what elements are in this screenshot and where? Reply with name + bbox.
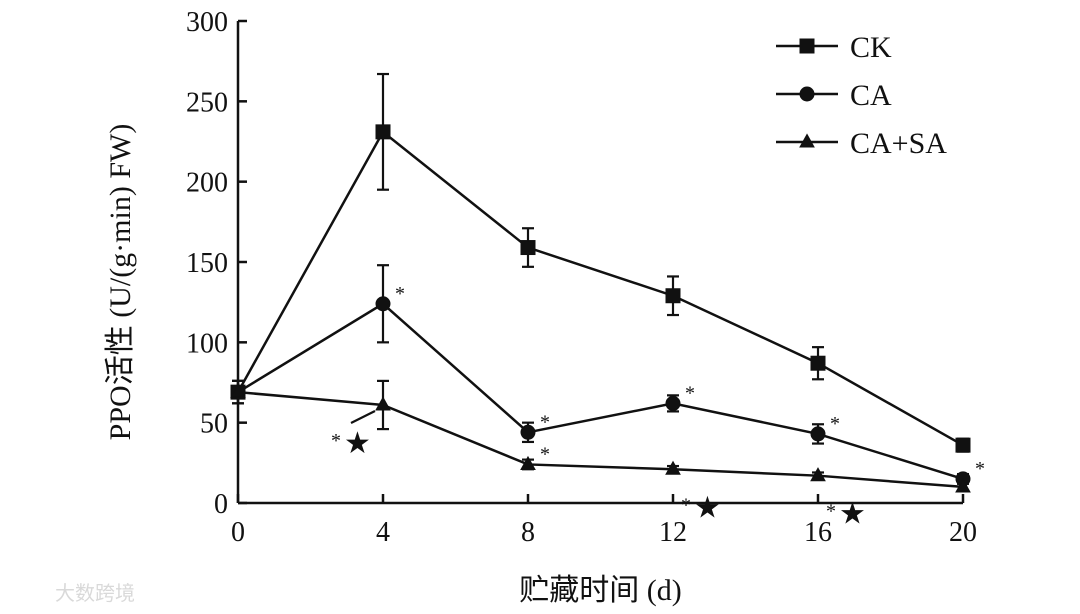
- significance-asterisk: *: [395, 283, 405, 305]
- series-ca-sa: [230, 379, 971, 493]
- legend-item: CK: [776, 31, 892, 64]
- x-tick-label: 16: [804, 517, 832, 548]
- triangle-marker: [955, 478, 971, 493]
- x-axis-title: 贮藏时间 (d): [519, 574, 681, 607]
- square-marker: [799, 38, 815, 54]
- triangle-marker: [375, 396, 391, 411]
- series-line: [237, 302, 964, 481]
- circle-marker: [799, 86, 815, 102]
- significance-asterisk: *: [830, 413, 840, 435]
- circle-marker: [810, 426, 826, 442]
- x-tick-label: 12: [659, 517, 687, 548]
- y-tick-label: 50: [200, 409, 228, 440]
- significance-star: * ★: [681, 491, 721, 524]
- legend-label: CA: [850, 79, 892, 112]
- x-tick-label: 8: [521, 517, 535, 548]
- series-ca: [230, 264, 971, 487]
- significance-asterisk: *: [540, 411, 550, 433]
- series-line: [236, 129, 964, 447]
- annotations: * * * * * * ★ * * ★ * ★: [331, 283, 985, 531]
- x-tick-label: 0: [231, 517, 245, 548]
- triangle-marker: [799, 133, 815, 148]
- legend-label: CK: [850, 31, 892, 64]
- square-marker: [810, 355, 826, 371]
- triangle-marker: [520, 455, 536, 470]
- y-tick-label: 250: [186, 87, 228, 118]
- y-tick-label: 200: [186, 168, 228, 199]
- significance-asterisk: *: [975, 458, 985, 480]
- circle-marker: [375, 296, 391, 312]
- y-tick-label: 150: [186, 248, 228, 279]
- significance-asterisk: *: [540, 443, 550, 465]
- legend-item: CA+SA: [776, 127, 947, 160]
- legend-label: CA+SA: [850, 127, 947, 160]
- legend: CK CA CA+SA: [776, 31, 947, 160]
- triangle-marker: [230, 383, 246, 398]
- square-marker: [955, 437, 971, 453]
- y-axis-title: PPO活性 (U/(g·min) FW): [104, 124, 137, 441]
- watermark: 大数跨境: [55, 581, 135, 605]
- triangle-marker: [810, 467, 826, 482]
- y-tick-label: 0: [214, 489, 228, 520]
- square-marker: [375, 124, 391, 140]
- square-marker: [520, 240, 536, 256]
- y-tick-label: 100: [186, 328, 228, 359]
- circle-marker: [665, 395, 681, 411]
- annotation-leader: [350, 410, 376, 424]
- square-marker: [665, 288, 681, 304]
- series-line: [237, 390, 964, 489]
- x-tick-label: 4: [376, 517, 390, 548]
- axes: 0 50 100 150 200 250 300 0 4 8 12 16 20 贮藏时间 (d) PPO活性…: [104, 7, 977, 607]
- circle-marker: [520, 424, 536, 440]
- legend-item: CA: [776, 79, 892, 112]
- x-tick-label: 20: [949, 517, 977, 548]
- significance-asterisk: *: [685, 382, 695, 404]
- y-tick-label: 300: [186, 7, 228, 38]
- series-layer: [230, 72, 971, 493]
- significance-star: * ★: [826, 498, 866, 531]
- triangle-marker: [665, 460, 681, 475]
- significance-star: * ★: [331, 427, 371, 460]
